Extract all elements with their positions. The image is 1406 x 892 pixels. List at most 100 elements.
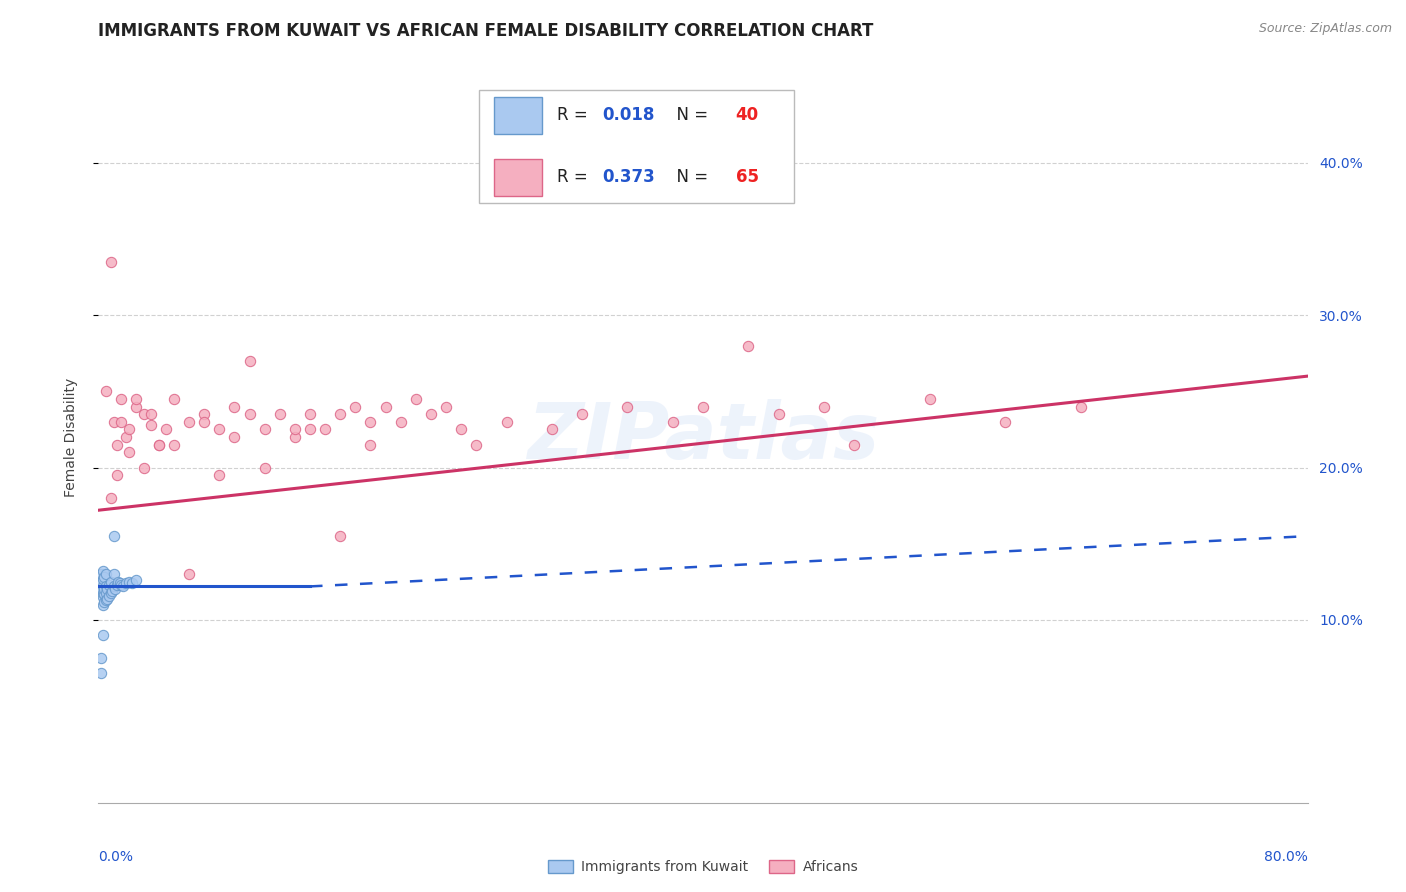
Point	[193, 415, 215, 429]
Point	[299, 407, 322, 421]
Point	[132, 407, 155, 421]
Point	[100, 255, 122, 269]
Point	[132, 460, 155, 475]
Point	[125, 400, 148, 414]
Point	[737, 339, 759, 353]
Point	[104, 582, 127, 597]
Point	[91, 579, 114, 593]
Point	[94, 567, 117, 582]
Text: Source: ZipAtlas.com: Source: ZipAtlas.com	[1258, 22, 1392, 36]
Point	[114, 430, 136, 444]
Point	[148, 438, 170, 452]
Point	[108, 576, 131, 591]
Point	[179, 415, 201, 429]
Point	[111, 579, 134, 593]
Text: 80.0%: 80.0%	[1264, 850, 1308, 864]
Point	[405, 392, 427, 406]
FancyBboxPatch shape	[494, 97, 543, 134]
Point	[103, 529, 125, 543]
Point	[692, 400, 714, 414]
Text: 0.373: 0.373	[603, 169, 655, 186]
Point	[103, 415, 125, 429]
Point	[918, 392, 941, 406]
Point	[163, 438, 186, 452]
Point	[90, 666, 112, 681]
Point	[269, 407, 291, 421]
Text: R =: R =	[557, 169, 593, 186]
Point	[110, 578, 132, 592]
Point	[344, 400, 367, 414]
Y-axis label: Female Disability: Female Disability	[63, 377, 77, 497]
Point	[253, 460, 276, 475]
Point	[90, 582, 112, 597]
Point	[103, 567, 125, 582]
Text: IMMIGRANTS FROM KUWAIT VS AFRICAN FEMALE DISABILITY CORRELATION CHART: IMMIGRANTS FROM KUWAIT VS AFRICAN FEMALE…	[98, 22, 873, 40]
Text: 0.018: 0.018	[603, 106, 655, 124]
Point	[91, 564, 114, 578]
Point	[110, 415, 132, 429]
Point	[450, 422, 472, 436]
Point	[193, 407, 215, 421]
Point	[94, 585, 117, 599]
Point	[91, 590, 114, 604]
Point	[662, 415, 685, 429]
FancyBboxPatch shape	[494, 159, 543, 195]
Text: R =: R =	[557, 106, 593, 124]
Point	[98, 578, 121, 592]
Point	[768, 407, 790, 421]
Point	[179, 567, 201, 582]
Point	[94, 593, 117, 607]
Point	[91, 572, 114, 586]
Text: 40: 40	[735, 106, 759, 124]
Point	[284, 422, 307, 436]
Text: 65: 65	[735, 169, 759, 186]
Point	[253, 422, 276, 436]
Point	[155, 422, 177, 436]
Point	[434, 400, 457, 414]
Point	[93, 587, 115, 601]
Point	[105, 578, 128, 592]
Point	[571, 407, 593, 421]
Point	[100, 585, 122, 599]
Text: 0.0%: 0.0%	[98, 850, 134, 864]
Point	[90, 651, 112, 665]
Point	[91, 585, 114, 599]
Point	[994, 415, 1017, 429]
Point	[105, 438, 128, 452]
Point	[96, 591, 118, 606]
Point	[389, 415, 412, 429]
Point	[90, 574, 112, 589]
Point	[148, 438, 170, 452]
Point	[163, 392, 186, 406]
Point	[239, 354, 262, 368]
Point	[93, 582, 115, 597]
Point	[114, 576, 136, 591]
Point	[1070, 400, 1092, 414]
Point	[118, 574, 141, 589]
Point	[208, 422, 231, 436]
Point	[208, 468, 231, 483]
Point	[329, 529, 352, 543]
Point	[360, 438, 382, 452]
Point	[616, 400, 638, 414]
Point	[118, 422, 141, 436]
Text: N =: N =	[665, 106, 713, 124]
Point	[141, 417, 163, 432]
Point	[329, 407, 352, 421]
Point	[420, 407, 443, 421]
Point	[90, 567, 112, 582]
Point	[94, 384, 117, 399]
Point	[96, 582, 118, 597]
Point	[224, 430, 246, 444]
Point	[299, 422, 322, 436]
Point	[121, 576, 143, 591]
Point	[93, 570, 115, 584]
Point	[495, 415, 517, 429]
Point	[100, 491, 122, 505]
Point	[284, 430, 307, 444]
Text: N =: N =	[665, 169, 713, 186]
Point	[360, 415, 382, 429]
Point	[813, 400, 835, 414]
Point	[118, 445, 141, 459]
Point	[91, 628, 114, 642]
